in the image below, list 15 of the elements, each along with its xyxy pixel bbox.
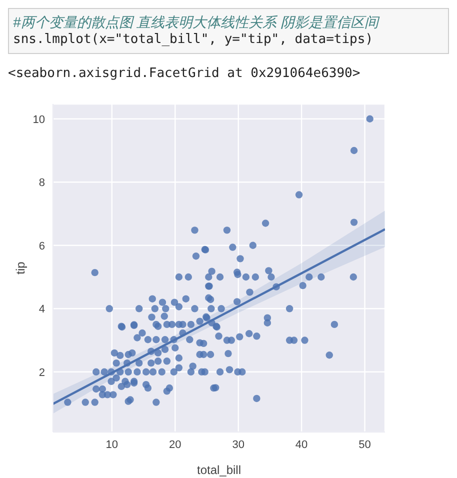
x-tick-label: 50 — [358, 438, 371, 451]
y-axis-title: tip — [13, 261, 28, 274]
y-tick-label: 6 — [38, 240, 45, 252]
y-tick-label: 10 — [32, 114, 45, 126]
x-tick-label: 10 — [106, 438, 118, 451]
y-tick-label: 8 — [38, 177, 45, 190]
x-tick-label: 20 — [169, 438, 182, 451]
y-tick-label: 2 — [38, 366, 45, 379]
text: <seaborn.axisgrid.FacetGrid at 0x291064e6390> — [8, 66, 362, 81]
x-tick-label: 40 — [295, 438, 308, 451]
y-tick-label: 4 — [38, 304, 45, 316]
text: #两个变量的散点图 直线表明大体线性关系 阴影是置信区间 — [13, 13, 381, 31]
x-tick-label: 30 — [232, 438, 244, 451]
text: sns.lmplot(x="total_bill", y="tip", data=tips) — [13, 31, 374, 49]
x-axis-title: total_bill — [196, 463, 242, 477]
